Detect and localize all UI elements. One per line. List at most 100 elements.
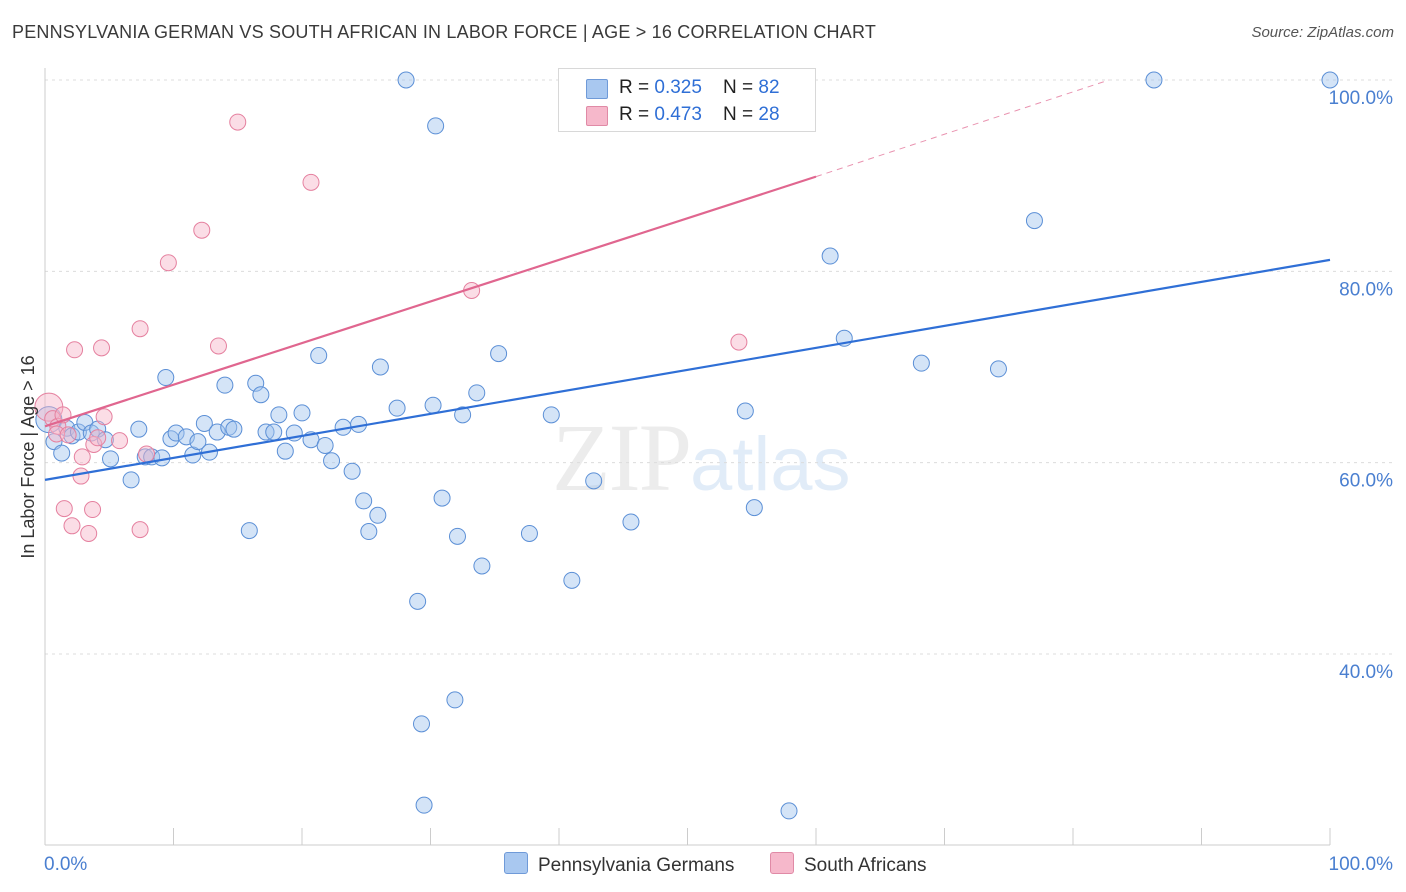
data-point-pennsylvania-germans [1145, 71, 1163, 89]
data-point-south-africans [131, 521, 149, 539]
data-point-pennsylvania-germans [424, 396, 442, 414]
data-point-south-africans [55, 500, 73, 518]
data-point-pennsylvania-germans [53, 444, 71, 462]
y-tick-label: 40.0% [1339, 662, 1393, 683]
data-point-pennsylvania-germans [520, 524, 538, 542]
data-point-pennsylvania-germans [360, 523, 378, 541]
data-point-pennsylvania-germans [912, 354, 930, 372]
y-axis-label: In Labor Force | Age > 16 [18, 355, 38, 558]
series-legend: Pennsylvania Germans South Africans [0, 852, 1406, 878]
trend-line-pennsylvania-germans [44, 258, 1331, 481]
source-label: Source: ZipAtlas.com [1251, 24, 1394, 41]
data-point-pennsylvania-germans [355, 492, 373, 510]
data-point-pennsylvania-germans [821, 247, 839, 265]
data-point-pennsylvania-germans [240, 522, 258, 540]
data-point-pennsylvania-germans [195, 414, 213, 432]
data-point-pennsylvania-germans [1025, 212, 1043, 230]
data-point-south-africans [84, 501, 102, 519]
legend-n-value: 28 [758, 104, 780, 125]
legend-r-value: 0.473 [654, 104, 702, 125]
data-point-pennsylvania-germans [413, 715, 431, 733]
data-point-pennsylvania-germans [252, 386, 270, 404]
data-point-pennsylvania-germans [745, 499, 763, 517]
data-point-pennsylvania-germans [563, 571, 581, 589]
data-point-south-africans [72, 467, 90, 485]
legend-r-value: 0.325 [654, 77, 702, 98]
data-point-pennsylvania-germans [270, 406, 288, 424]
data-point-south-africans [138, 445, 156, 463]
data-point-pennsylvania-germans [388, 399, 406, 417]
data-point-pennsylvania-germans [276, 442, 294, 460]
data-point-pennsylvania-germans [622, 513, 640, 531]
data-point-pennsylvania-germans [130, 420, 148, 438]
data-point-pennsylvania-germans [369, 506, 387, 524]
series-legend-pennsylvania-germans[interactable]: Pennsylvania Germans [504, 852, 734, 877]
y-tick-label: 60.0% [1339, 471, 1393, 492]
data-point-south-africans [193, 221, 211, 239]
series-legend-label: South Africans [804, 855, 927, 876]
data-point-pennsylvania-germans [542, 406, 560, 424]
data-point-pennsylvania-germans [454, 406, 472, 424]
series-legend-south-africans[interactable]: South Africans [770, 852, 927, 877]
stats-legend: R = 0.325 N = 82 R = 0.473 N = 28 [558, 68, 816, 132]
data-point-south-africans [111, 432, 129, 450]
data-point-pennsylvania-germans [397, 71, 415, 89]
data-point-south-africans [89, 429, 107, 447]
trend-line-south-africans-extension [815, 79, 1110, 178]
data-point-south-africans [63, 517, 81, 535]
y-tick-label: 100.0% [1329, 88, 1394, 109]
data-point-pennsylvania-germans [265, 423, 283, 441]
data-point-pennsylvania-germans [69, 423, 87, 441]
data-point-pennsylvania-germans [323, 452, 341, 470]
data-point-pennsylvania-germans [316, 436, 334, 454]
data-point-pennsylvania-germans [736, 402, 754, 420]
x-tick-label: 0.0% [44, 854, 87, 875]
data-point-south-africans [73, 448, 91, 466]
data-point-south-africans [95, 408, 113, 426]
data-point-south-africans [66, 341, 84, 359]
grid-layer [45, 79, 1395, 655]
trend-layer [44, 79, 1331, 481]
watermark-atlas: atlas [690, 422, 851, 507]
data-point-south-africans [730, 333, 748, 351]
legend-text: R = 0.473 N = 28 [619, 104, 780, 126]
data-point-pennsylvania-germans [473, 557, 491, 575]
series-swatch-blue [504, 852, 528, 874]
legend-swatch-blue [586, 79, 608, 99]
data-point-pennsylvania-germans [448, 527, 466, 545]
y-tick-label: 80.0% [1339, 279, 1393, 300]
data-point-pennsylvania-germans [167, 424, 185, 442]
data-point-south-africans [159, 254, 177, 272]
data-point-pennsylvania-germans [989, 360, 1007, 378]
data-point-pennsylvania-germans [446, 691, 464, 709]
watermark: ZIPatlas [552, 402, 851, 513]
data-point-pennsylvania-germans [1321, 71, 1339, 89]
data-point-pennsylvania-germans [371, 358, 389, 376]
legend-n-value: 82 [758, 77, 780, 98]
data-point-pennsylvania-germans [415, 796, 433, 814]
label-layer: 40.0% 60.0% 80.0% 100.0% 0.0% 100.0% In Labor … [18, 88, 1393, 875]
data-point-pennsylvania-germans [189, 433, 207, 451]
data-point-south-africans [209, 337, 227, 355]
axis-layer [44, 68, 1331, 846]
data-point-south-africans [93, 339, 111, 357]
series-legend-label: Pennsylvania Germans [538, 855, 735, 876]
data-point-pennsylvania-germans [157, 369, 175, 387]
legend-swatch-pink [586, 106, 608, 126]
watermark-zip: ZIP [552, 404, 692, 511]
data-point-pennsylvania-germans [780, 802, 798, 820]
data-point-pennsylvania-germans [433, 489, 451, 507]
data-point-south-africans [302, 173, 320, 191]
data-point-pennsylvania-germans [102, 450, 120, 468]
data-point-south-africans [131, 320, 149, 338]
series-swatch-pink [770, 852, 794, 874]
data-point-pennsylvania-germans [225, 420, 243, 438]
data-point-pennsylvania-germans [468, 384, 486, 402]
x-tick-label: 100.0% [1329, 854, 1394, 875]
data-point-pennsylvania-germans [343, 462, 361, 480]
data-point-south-africans [80, 524, 98, 542]
points-layer [34, 71, 1339, 820]
legend-r-label: R = [619, 77, 655, 98]
legend-n-label: N = [723, 77, 759, 98]
